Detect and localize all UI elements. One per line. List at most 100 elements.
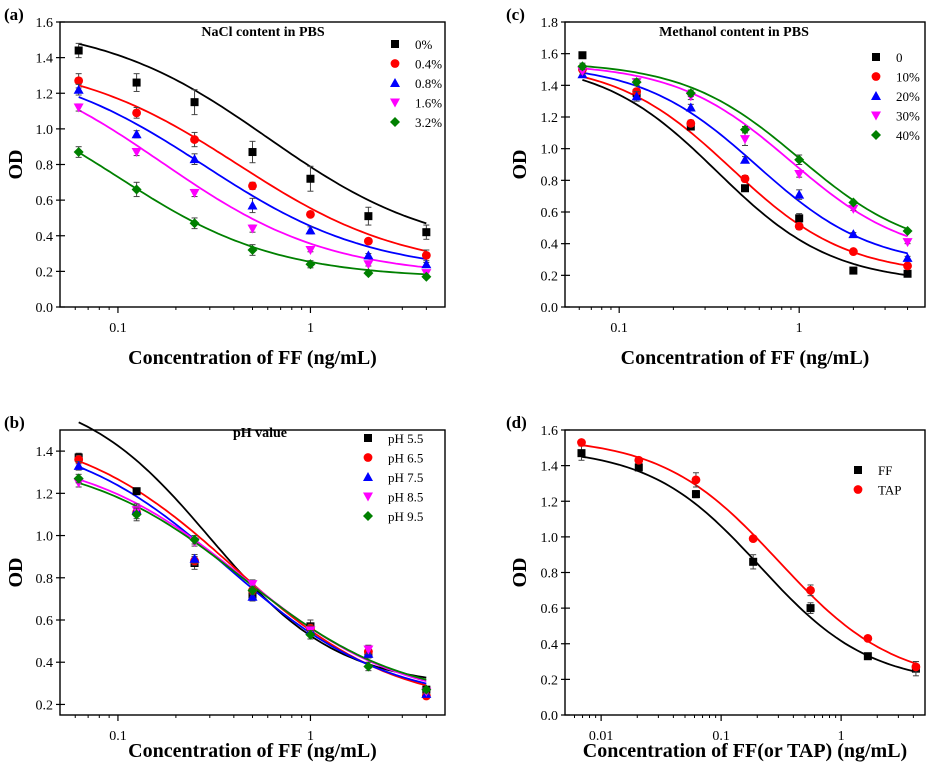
data-point: [363, 472, 373, 481]
data-point: [871, 72, 881, 81]
legend-entry: pH 6.5: [388, 451, 423, 466]
data-point: [863, 634, 873, 643]
data-point: [247, 200, 258, 210]
panel-label: (b): [4, 413, 25, 432]
legend-entry: pH 5.5: [388, 431, 423, 446]
data-point: [189, 553, 200, 563]
data-point: [634, 455, 644, 465]
data-point: [863, 652, 872, 661]
data-point: [363, 236, 373, 246]
legend-entry: pH 7.5: [388, 470, 423, 485]
y-tick-label: 0.4: [541, 638, 559, 653]
y-tick-label: 0.4: [36, 230, 54, 245]
data-point: [740, 154, 750, 164]
legend-entry: 0.8%: [415, 76, 442, 91]
data-point: [132, 487, 141, 496]
y-tick-label: 1.6: [541, 48, 559, 63]
y-axis-title: OD: [5, 150, 27, 180]
data-point: [247, 245, 258, 255]
data-point: [363, 453, 373, 462]
x-tick-label: 0.1: [109, 729, 127, 744]
x-tick-label: 1: [796, 321, 803, 336]
data-point: [391, 40, 399, 48]
chart-panel: 0.0 0.2 0.4 0.6 0.8 1.0 1.2 1.4 1.6 0.01 0.1 1 FF TAP…: [506, 413, 926, 762]
data-point: [248, 181, 257, 191]
data-point: [132, 108, 142, 118]
data-point: [848, 247, 858, 256]
data-point: [73, 103, 84, 113]
data-point: [902, 226, 913, 236]
data-point: [871, 91, 881, 100]
data-point: [631, 91, 642, 101]
data-point: [421, 271, 432, 282]
data-point: [73, 147, 84, 158]
x-tick-label: 0.01: [589, 729, 614, 744]
y-tick-label: 1.4: [541, 460, 559, 475]
x-tick-label: 1: [838, 729, 845, 744]
y-tick-label: 1.4: [36, 445, 54, 460]
data-point: [794, 221, 804, 231]
y-tick-label: 0.2: [36, 265, 54, 280]
plot-frame: [564, 429, 926, 716]
panel-label: (d): [506, 413, 527, 432]
y-tick-label: 1.8: [541, 16, 559, 31]
data-point: [364, 212, 373, 221]
data-point: [794, 170, 805, 179]
chart-title: NaCl content in PBS: [201, 25, 325, 40]
data-point: [305, 629, 316, 640]
y-tick-label: 0.8: [36, 159, 54, 174]
data-point: [421, 259, 432, 269]
y-tick-label: 1.2: [541, 495, 559, 510]
y-tick-label: 0.0: [541, 709, 559, 724]
data-point: [190, 98, 199, 107]
data-point: [577, 449, 586, 458]
x-tick-label: 0.1: [109, 321, 127, 336]
data-point: [902, 252, 913, 262]
data-point: [247, 585, 258, 596]
y-tick-label: 0.6: [541, 602, 559, 617]
y-tick-label: 1.2: [36, 87, 54, 102]
data-point: [686, 118, 696, 128]
fit-curve: [78, 460, 427, 687]
y-axis-title: OD: [509, 150, 531, 180]
data-point: [305, 246, 316, 255]
data-point: [634, 463, 643, 472]
y-axis-title: OD: [5, 558, 27, 588]
legend-entry: pH 8.5: [388, 490, 423, 505]
data-point: [363, 645, 374, 655]
y-tick-label: 0.8: [36, 572, 54, 587]
data-point: [853, 485, 863, 494]
legend-entry: pH 9.5: [388, 509, 423, 524]
y-tick-label: 0.4: [36, 656, 54, 671]
data-point: [305, 225, 316, 235]
data-point: [806, 604, 815, 613]
data-point: [306, 209, 315, 219]
y-tick-label: 1.4: [541, 79, 559, 94]
data-point: [422, 228, 431, 237]
data-point: [189, 218, 200, 229]
data-point: [131, 184, 142, 195]
y-tick-label: 0.6: [36, 194, 54, 209]
y-tick-label: 1.6: [541, 424, 559, 439]
fit-curve: [582, 79, 908, 277]
legend: FF TAP: [853, 463, 902, 498]
y-tick-label: 0.2: [36, 698, 54, 713]
data-point: [131, 148, 142, 158]
data-point: [849, 266, 858, 275]
data-point: [578, 51, 587, 60]
data-point: [631, 77, 642, 88]
x-axis-title: Concentration of FF (ng/mL): [128, 740, 377, 762]
y-tick-label: 1.0: [541, 143, 559, 158]
y-tick-label: 0.6: [36, 614, 54, 629]
data-point: [871, 111, 881, 121]
data-point: [806, 585, 815, 595]
data-point: [741, 184, 749, 193]
data-point: [190, 135, 199, 144]
data-point: [363, 268, 374, 279]
y-tick-label: 1.0: [36, 123, 54, 138]
data-point: [903, 269, 912, 278]
fit-curve: [78, 42, 427, 225]
data-point: [390, 59, 400, 68]
data-point: [306, 174, 315, 183]
y-tick-label: 0.0: [541, 301, 559, 316]
